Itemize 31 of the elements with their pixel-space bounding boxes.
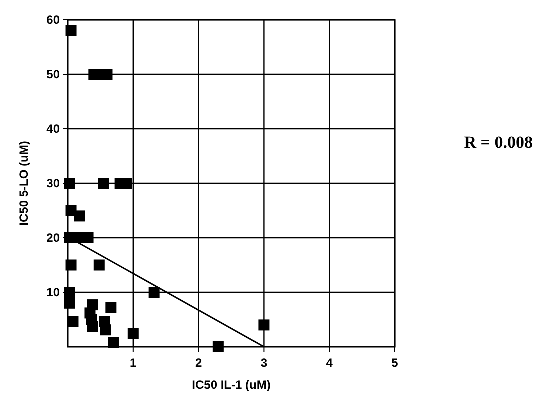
point [100,324,112,336]
point [94,260,105,271]
point [87,321,98,332]
point [74,210,86,222]
point [106,302,117,314]
point [148,287,160,298]
y-tick-label: 20 [46,231,60,246]
x-tick-label: 1 [130,356,138,370]
y-tick-label: 50 [46,68,60,82]
point [258,320,270,331]
point [64,287,76,298]
point [68,316,79,328]
x-tick-label: 4 [326,356,334,370]
y-tick-label: 30 [46,176,60,191]
x-tick-label: 5 [392,356,399,370]
y-tick-label: 10 [46,286,60,300]
point [128,328,139,340]
point [66,260,77,271]
x-tick-label: 2 [195,356,202,370]
point [108,337,120,348]
point [66,25,77,36]
point [64,298,76,309]
point [212,342,224,352]
x-tick-label: 3 [260,356,268,370]
x-axis-title: IC50 IL-1 (uM) [192,378,271,392]
y-axis-title: IC50 5-LO (uM) [17,141,31,226]
point [64,178,76,189]
y-tick-label: 40 [46,122,60,136]
y-tick-label: 60 [46,13,60,28]
point [98,178,110,189]
text: R = 0.008 [464,133,533,152]
